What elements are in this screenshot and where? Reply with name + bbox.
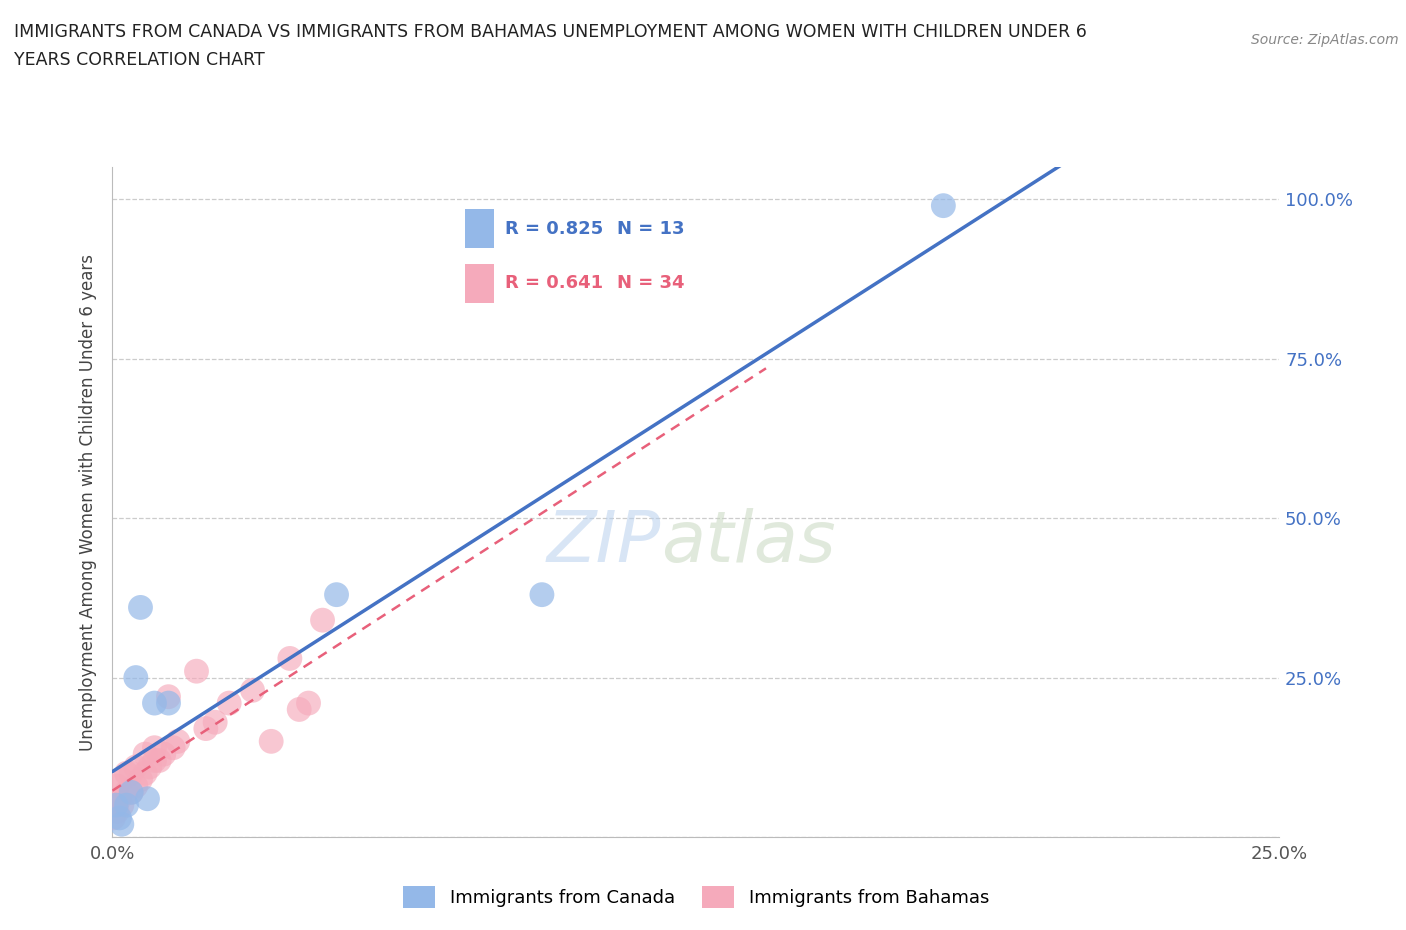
Point bbox=[134, 747, 156, 762]
Text: Source: ZipAtlas.com: Source: ZipAtlas.com bbox=[1251, 33, 1399, 46]
Text: N = 34: N = 34 bbox=[617, 274, 685, 292]
Point bbox=[311, 613, 333, 628]
Text: YEARS CORRELATION CHART: YEARS CORRELATION CHART bbox=[14, 51, 264, 69]
Point bbox=[108, 810, 131, 825]
Point bbox=[108, 791, 131, 806]
Point bbox=[120, 785, 142, 800]
Point bbox=[115, 785, 138, 800]
Point bbox=[932, 198, 955, 213]
Text: N = 13: N = 13 bbox=[617, 220, 685, 238]
Point bbox=[120, 765, 142, 780]
Point bbox=[129, 600, 152, 615]
Text: R = 0.641: R = 0.641 bbox=[505, 274, 603, 292]
Point bbox=[111, 772, 134, 787]
Point bbox=[325, 587, 347, 602]
Point bbox=[166, 734, 188, 749]
Point bbox=[143, 753, 166, 768]
Point bbox=[115, 798, 138, 813]
Point bbox=[157, 689, 180, 704]
Point bbox=[162, 740, 184, 755]
Point bbox=[103, 810, 125, 825]
Point bbox=[125, 778, 148, 793]
Bar bbox=[465, 264, 494, 303]
Point bbox=[148, 753, 170, 768]
Point bbox=[297, 696, 319, 711]
Point bbox=[260, 734, 283, 749]
Text: ZIP: ZIP bbox=[547, 508, 661, 577]
Point bbox=[157, 696, 180, 711]
Point bbox=[186, 664, 208, 679]
Legend: Immigrants from Canada, Immigrants from Bahamas: Immigrants from Canada, Immigrants from … bbox=[395, 879, 997, 915]
Text: atlas: atlas bbox=[661, 508, 835, 577]
Text: R = 0.825: R = 0.825 bbox=[505, 220, 603, 238]
Point bbox=[278, 651, 301, 666]
Point bbox=[136, 791, 159, 806]
Point bbox=[125, 671, 148, 685]
Point bbox=[204, 715, 226, 730]
Point bbox=[125, 760, 148, 775]
Y-axis label: Unemployment Among Women with Children Under 6 years: Unemployment Among Women with Children U… bbox=[79, 254, 97, 751]
Point bbox=[194, 721, 217, 736]
Point bbox=[120, 785, 142, 800]
Point bbox=[134, 765, 156, 780]
Point bbox=[530, 587, 553, 602]
Point bbox=[105, 798, 128, 813]
Bar bbox=[465, 209, 494, 248]
Point bbox=[153, 747, 176, 762]
Point bbox=[104, 798, 127, 813]
Point bbox=[115, 765, 138, 780]
Point bbox=[111, 817, 134, 831]
Point bbox=[129, 772, 152, 787]
Point bbox=[111, 798, 134, 813]
Point bbox=[139, 760, 162, 775]
Point bbox=[105, 804, 128, 819]
Point bbox=[288, 702, 311, 717]
Point bbox=[218, 696, 240, 711]
Point bbox=[105, 778, 128, 793]
Point bbox=[143, 696, 166, 711]
Text: IMMIGRANTS FROM CANADA VS IMMIGRANTS FROM BAHAMAS UNEMPLOYMENT AMONG WOMEN WITH : IMMIGRANTS FROM CANADA VS IMMIGRANTS FRO… bbox=[14, 23, 1087, 41]
Point bbox=[143, 740, 166, 755]
Point bbox=[242, 683, 264, 698]
